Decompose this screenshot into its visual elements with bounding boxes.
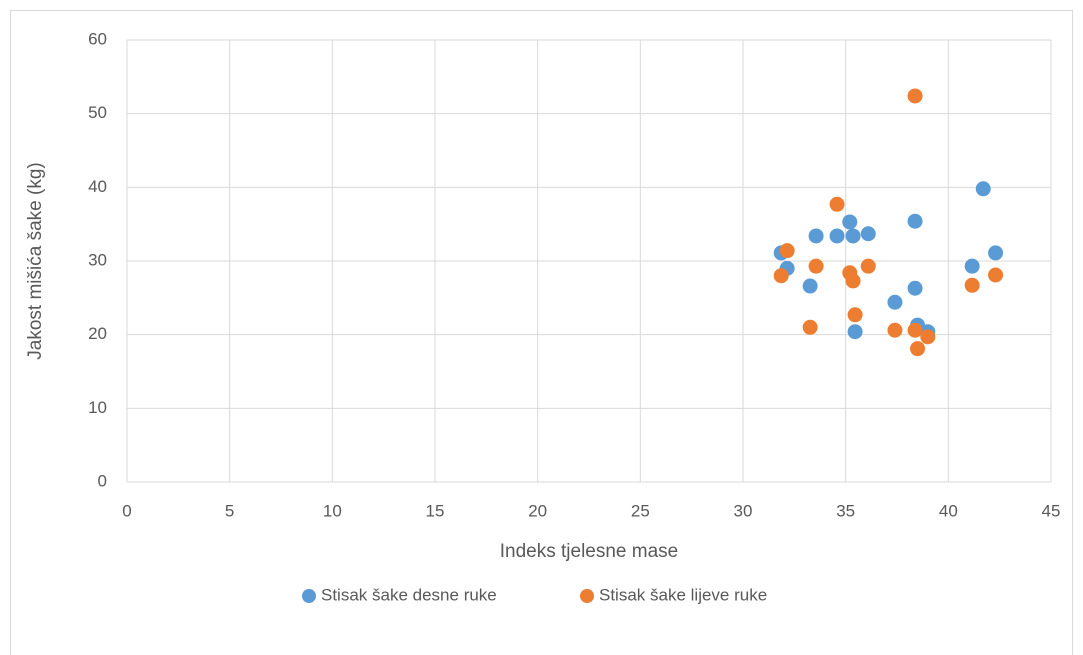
y-tick-label: 0: [98, 471, 107, 490]
x-tick-label: 15: [426, 501, 445, 520]
point: [829, 196, 845, 212]
point: [907, 322, 923, 338]
legend-label: Stisak šake lijeve ruke: [599, 585, 767, 604]
point: [887, 294, 903, 310]
y-tick-label: 50: [88, 103, 107, 122]
point: [829, 228, 845, 244]
point: [845, 228, 861, 244]
y-tick-label: 30: [88, 250, 107, 269]
point: [975, 181, 991, 197]
x-tick-label: 35: [836, 501, 855, 520]
point: [860, 226, 876, 242]
point: [920, 329, 936, 345]
point: [988, 267, 1004, 283]
point: [860, 258, 876, 274]
legend-marker: [580, 589, 594, 603]
point: [847, 324, 863, 340]
point: [808, 228, 824, 244]
point: [842, 214, 858, 230]
y-tick-label: 20: [88, 324, 107, 343]
x-tick-label: 20: [528, 501, 547, 520]
y-tick-label: 60: [88, 29, 107, 48]
point: [988, 245, 1004, 261]
y-tick-label: 40: [88, 177, 107, 196]
point: [773, 268, 789, 284]
x-tick-label: 5: [225, 501, 234, 520]
x-axis-title: Indeks tjelesne mase: [500, 541, 679, 562]
point: [802, 319, 818, 335]
point: [802, 278, 818, 294]
point: [907, 88, 923, 104]
point: [964, 277, 980, 293]
y-axis-title: Jakost mišića šake (kg): [25, 162, 46, 359]
point: [887, 322, 903, 338]
point: [910, 341, 926, 357]
point: [845, 273, 861, 289]
legend-label: Stisak šake desne ruke: [321, 585, 497, 604]
x-tick-label: 45: [1042, 501, 1061, 520]
x-tick-label: 30: [734, 501, 753, 520]
point: [779, 243, 795, 259]
x-tick-label: 0: [122, 501, 131, 520]
x-tick-label: 40: [939, 501, 958, 520]
x-tick-label: 10: [323, 501, 342, 520]
point: [907, 213, 923, 229]
point: [847, 307, 863, 323]
x-tick-label: 25: [631, 501, 650, 520]
legend-marker: [302, 589, 316, 603]
point: [907, 280, 923, 296]
y-tick-label: 10: [88, 398, 107, 417]
point: [964, 258, 980, 274]
point: [808, 258, 824, 274]
